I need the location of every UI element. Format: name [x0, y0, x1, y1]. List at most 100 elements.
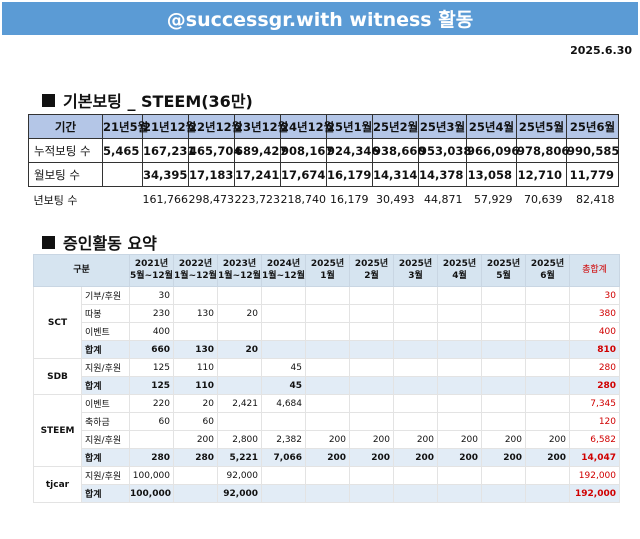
donation-sum-row: 합계 100,000 92,000 192,000 [34, 484, 620, 503]
period-months: 1월 [320, 270, 335, 281]
voting-header-cell: 24년12월 [280, 114, 334, 139]
donation-cell [173, 322, 218, 341]
voting-cell: 16,179 [326, 162, 373, 187]
donation-row-label: 지원/후원 [81, 430, 130, 449]
donation-cell: 2,800 [217, 430, 262, 449]
voting-cell: 465,704 [188, 138, 241, 163]
voting-cell: 223,723 [234, 193, 281, 207]
voting-cell: 298,473 [188, 193, 235, 207]
donation-row: STEEM 이벤트 220 20 2,421 4,684 7,345 [33, 394, 620, 467]
donation-row-label: 지원/후원 [81, 466, 130, 485]
donation-cell [305, 466, 350, 485]
voting-table: 기간 21년5월 21년12월 22년12월 23년12월 24년12월 25년1월 25년2… [28, 114, 619, 213]
voting-row: 월보팅 수 34,395 17,183 17,241 17,674 16,179 14,31… [28, 162, 619, 187]
donation-cell: 60 [173, 412, 218, 431]
donation-cell [217, 412, 262, 431]
donation-row-total: 7,345 [569, 394, 620, 413]
donation-group-name: SDB [33, 358, 82, 395]
period-months: 5월~12월 [130, 270, 173, 281]
voting-row: 누적보팅 수 5,465 167,231 465,704 689,427 908,167 9… [28, 138, 619, 163]
donation-cell [305, 376, 350, 395]
donation-cell: 20 [217, 304, 262, 323]
page-banner: @successgr.with witness 활동 [2, 2, 638, 35]
voting-header-cell: 21년12월 [142, 114, 196, 139]
donation-cell: 110 [173, 376, 218, 395]
donation-cell: 20 [173, 394, 218, 413]
donation-cell [437, 304, 482, 323]
donation-row-total: 280 [569, 376, 620, 395]
donation-cell [437, 466, 482, 485]
donation-cell [305, 394, 350, 413]
donation-header-period: 2025년 6월 [525, 254, 570, 287]
donation-cell [525, 304, 570, 323]
voting-header-cell: 25년5월 [516, 114, 567, 139]
period-months: 4월 [452, 270, 467, 281]
voting-cell: 12,710 [516, 162, 567, 187]
period-months: 3월 [408, 270, 423, 281]
voting-cell: 14,378 [418, 162, 467, 187]
donation-cell [393, 466, 438, 485]
donation-cell [349, 286, 394, 305]
donation-row-total: 380 [569, 304, 620, 323]
donation-cell [481, 304, 526, 323]
donation-row-label: 합계 [81, 376, 130, 395]
donation-cell [481, 322, 526, 341]
donation-row-total: 14,047 [569, 448, 620, 467]
period-months: 2월 [364, 270, 379, 281]
donation-cell [261, 286, 306, 305]
donation-cell [437, 394, 482, 413]
voting-header-cell: 22년12월 [188, 114, 242, 139]
donation-summary-table: 구분 2021년 5월~12월 2022년 1월~12월 2023년 1월~12월 2024년… [33, 254, 620, 503]
donation-cell: 200 [173, 430, 218, 449]
period-year: 2025년 [398, 259, 433, 270]
donation-cell: 4,684 [261, 394, 306, 413]
donation-cell: 200 [437, 448, 482, 467]
period-months: 5월 [496, 270, 511, 281]
donation-cell [481, 466, 526, 485]
donation-cell [305, 340, 350, 359]
period-year: 2024년 [266, 259, 301, 270]
donation-cell [525, 412, 570, 431]
donation-cell [173, 484, 218, 503]
donation-cell: 130 [173, 304, 218, 323]
donation-cell [217, 376, 262, 395]
donation-cell [349, 358, 394, 377]
period-year: 2025년 [486, 259, 521, 270]
voting-cell: 70,639 [524, 193, 563, 207]
donation-cell: 100,000 [129, 466, 174, 485]
donation-cell: 60 [129, 412, 174, 431]
donation-cell: 125 [129, 358, 174, 377]
donation-cell: 280 [129, 448, 174, 467]
donation-header-period: 2021년 5월~12월 [129, 254, 174, 287]
donation-cell: 110 [173, 358, 218, 377]
donation-header-period: 2022년 1월~12월 [173, 254, 218, 287]
donation-group-name: STEEM [33, 394, 82, 467]
donation-row: SCT 기부/후원 30 30 [33, 286, 620, 359]
period-year: 2022년 [178, 259, 213, 270]
donation-cell [349, 466, 394, 485]
donation-cell [349, 376, 394, 395]
period-months: 6월 [540, 270, 555, 281]
donation-row-label: 합계 [81, 340, 130, 359]
donation-cell [261, 322, 306, 341]
donation-row-label: 기부/후원 [81, 286, 130, 305]
period-year: 2025년 [354, 259, 389, 270]
donation-cell [349, 394, 394, 413]
voting-row-label: 누적보팅 수 [28, 138, 103, 163]
donation-sum-row: 합계 280 280 5,221 7,066 200 200 200 200 200 200 14,0… [34, 448, 620, 467]
donation-cell [481, 394, 526, 413]
donation-cell [481, 286, 526, 305]
voting-cell: 218,740 [280, 193, 327, 207]
donation-cell: 20 [217, 340, 262, 359]
donation-row: 축하금 60 60 120 [34, 412, 620, 431]
voting-cell: 990,585 [566, 138, 619, 163]
voting-header-cell: 25년3월 [418, 114, 467, 139]
donation-cell [349, 304, 394, 323]
bullet-square-icon [42, 93, 55, 107]
donation-cell [305, 484, 350, 503]
voting-header-cell: 23년12월 [234, 114, 288, 139]
donation-row-total: 6,582 [569, 430, 620, 449]
donation-cell [305, 412, 350, 431]
donation-cell [261, 466, 306, 485]
donation-header-total: 총합계 [569, 254, 620, 287]
